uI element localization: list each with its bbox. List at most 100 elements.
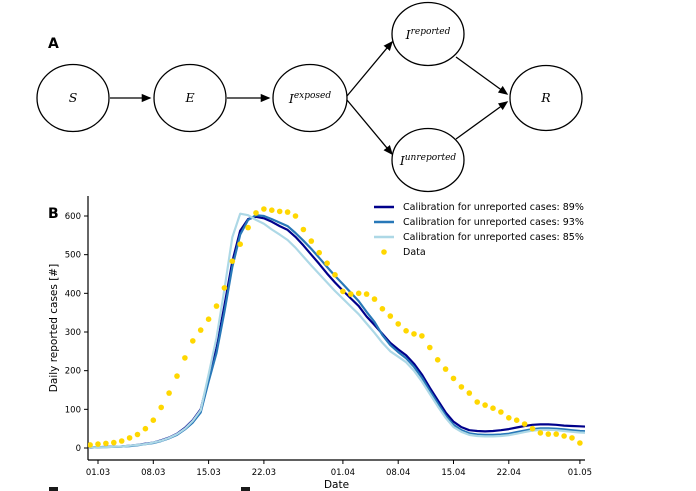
data-point: [261, 206, 267, 212]
data-point: [205, 316, 212, 322]
legend: Calibration for unreported cases: 89% Cal…: [374, 202, 584, 258]
arrow-iunreported-to-r: [455, 101, 509, 140]
data-point: [442, 366, 449, 372]
panel-a-diagram: A S E Iexposed Ireported Iunreported R: [36, 1, 583, 193]
data-point: [537, 430, 544, 436]
x-tick-label: 15.03: [196, 468, 220, 478]
data-point: [308, 238, 315, 244]
plot-area: [88, 206, 585, 449]
y-tick-label: 600: [65, 212, 81, 222]
data-point: [103, 440, 109, 447]
data-point: [300, 226, 307, 233]
data-point: [427, 344, 433, 351]
data-point: [284, 209, 291, 215]
data-point: [190, 338, 196, 344]
data-point: [348, 291, 354, 297]
data-point: [434, 357, 441, 363]
legend-entry-label: Data: [403, 247, 426, 258]
y-tick-label: 200: [65, 367, 81, 377]
data-point: [371, 296, 378, 302]
data-point: [292, 213, 299, 219]
x-tick-label: 01.04: [331, 468, 355, 478]
data-point: [466, 390, 473, 396]
data-point: [419, 333, 425, 339]
data-point: [111, 439, 117, 446]
data-point: [229, 258, 236, 264]
node-ireported-circle: [391, 1, 465, 67]
node-r-circle: [509, 64, 583, 132]
x-tick-label: 08.04: [386, 468, 410, 478]
y-tick-label: 300: [65, 328, 81, 338]
x-tick-label: 01.03: [86, 468, 110, 478]
node-iunreported-label: Iunreported: [399, 153, 457, 168]
data-point: [545, 431, 552, 437]
data-point: [474, 399, 481, 405]
node-r-label: R: [540, 90, 550, 105]
legend-swatch-dot: [381, 249, 387, 255]
y-tick-label: 500: [65, 251, 81, 261]
node-s-circle: [36, 63, 110, 133]
data-point: [158, 404, 164, 411]
data-point: [458, 384, 465, 390]
data-point: [355, 290, 362, 297]
y-tick-label: 0: [76, 444, 81, 454]
x-axis-label: Date: [324, 479, 349, 491]
data-point: [411, 331, 417, 337]
diagram-arrows: [110, 40, 509, 156]
data-point: [521, 421, 528, 427]
calibration-curve-2: [88, 212, 585, 449]
y-axis-label: Daily reported cases [#]: [48, 264, 60, 392]
cutoff-text-fragment: [241, 487, 250, 491]
data-point: [182, 355, 188, 361]
data-point: [340, 288, 346, 295]
node-ireported-label: Ireported: [405, 27, 451, 42]
data-point: [237, 241, 243, 247]
y-tick-label: 100: [65, 405, 81, 415]
data-point: [395, 321, 402, 327]
data-point: [253, 210, 259, 216]
data-point: [150, 417, 157, 423]
data-point: [174, 373, 180, 379]
data-point: [134, 431, 141, 438]
data-point: [126, 435, 133, 441]
x-tick-label: 22.04: [497, 468, 521, 478]
x-tick-label: 08.03: [141, 468, 165, 478]
x-tick-label: 01.05: [568, 468, 592, 478]
data-point: [513, 417, 520, 423]
data-point: [316, 249, 323, 256]
data-point: [561, 433, 567, 439]
data-point: [379, 306, 386, 312]
data-point: [269, 207, 275, 213]
data-point: [332, 272, 338, 278]
calibration-curve-0: [88, 215, 585, 449]
data-point: [403, 328, 409, 334]
panel-b-chart: B 0 100 200 300 400 500 600 01.03 08.03 15.03 22.0…: [48, 196, 592, 491]
data-point: [490, 405, 496, 411]
data-point: [118, 438, 125, 444]
legend-entry-label: Calibration for unreported cases: 93%: [403, 217, 584, 228]
data-point: [569, 435, 575, 441]
node-iunreported-circle: [391, 127, 465, 193]
data-point: [166, 390, 172, 396]
panel-b-label: B: [48, 206, 59, 222]
data-point: [245, 224, 251, 231]
node-e-circle: [153, 63, 227, 133]
node-e-label: E: [184, 90, 194, 105]
x-tick-label: 15.04: [441, 468, 465, 478]
arrow-ireported-to-r: [455, 56, 509, 95]
data-point: [363, 291, 370, 297]
cutoff-text-fragment: [49, 487, 58, 491]
data-point: [276, 208, 283, 215]
legend-entry-label: Calibration for unreported cases: 89%: [403, 202, 584, 213]
node-iexposed-circle: [272, 63, 348, 133]
data-point: [95, 441, 101, 447]
node-s-label: S: [69, 90, 78, 105]
data-point: [88, 442, 93, 448]
data-point: [506, 415, 512, 421]
data-point: [529, 425, 536, 432]
data-point: [387, 313, 394, 319]
data-point: [213, 303, 220, 309]
arrow-iexposed-to-iunreported: [346, 99, 393, 156]
data-point: [197, 327, 204, 333]
